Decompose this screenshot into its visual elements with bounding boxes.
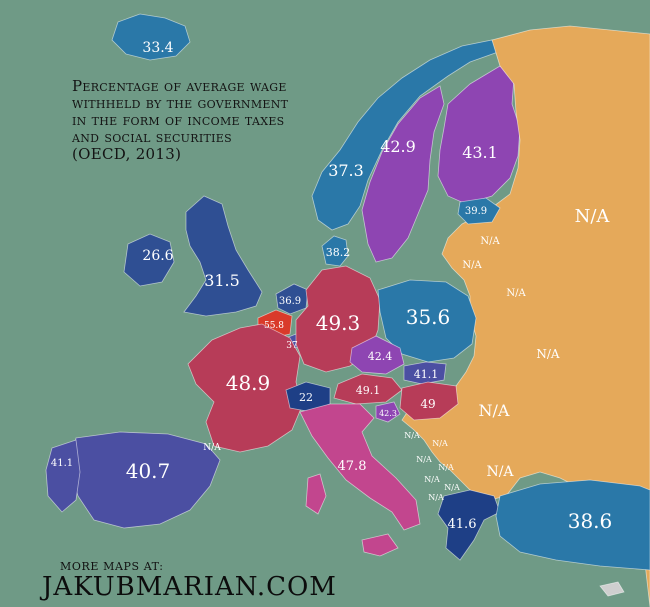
country-france [187, 323, 303, 453]
label-spain: 40.7 [126, 459, 171, 483]
label-kosovo-na: N/A [438, 463, 454, 472]
label-norway: 37.3 [328, 161, 364, 180]
footer-more-maps: MORE MAPS AT: [60, 560, 164, 573]
label-switzerland: 22 [299, 391, 313, 404]
country-greece [437, 489, 501, 561]
label-ukraine-na: N/A [536, 347, 560, 361]
map-title: Percentage of average wage withheld by t… [72, 77, 289, 163]
label-italy: 47.8 [338, 459, 367, 474]
country-estonia [457, 197, 501, 225]
label-bosnia-na: N/A [416, 455, 432, 464]
label-andorra-na: N/A [203, 443, 221, 453]
label-hungary: 49 [420, 397, 435, 411]
label-romania-na: N/A [479, 401, 510, 420]
label-slovakia: 41.1 [414, 368, 439, 381]
label-ireland: 26.6 [142, 248, 173, 264]
value-labels: 33.4 42.9 43.1 37.3 39.9 N/A 38.2 26.6 3… [51, 40, 612, 533]
label-albania-na: N/A [428, 493, 444, 502]
label-montenegro-na: N/A [424, 475, 440, 484]
country-ireland [123, 233, 175, 287]
country-portugal [45, 439, 81, 513]
country-slovakia [403, 361, 447, 385]
label-germany: 49.3 [316, 311, 361, 335]
country-cyprus [599, 581, 625, 597]
country-sweden [361, 85, 445, 263]
label-uk: 31.5 [204, 271, 240, 290]
label-czechia: 42.4 [368, 350, 393, 363]
label-belgium: 55.8 [264, 321, 284, 331]
country-denmark [321, 235, 349, 267]
country-poland [377, 279, 477, 363]
label-latvia-na: N/A [480, 236, 500, 247]
label-croatia-na: N/A [404, 431, 420, 440]
label-luxembourg: 37 [286, 341, 298, 351]
island-sicily [361, 533, 399, 557]
label-austria: 49.1 [356, 384, 381, 397]
country-turkey [495, 479, 650, 571]
country-hungary [399, 381, 459, 421]
label-turkey: 38.6 [568, 509, 613, 533]
label-slovenia: 42.3 [379, 409, 397, 418]
label-greece: 41.6 [448, 517, 477, 532]
country-czechia [349, 335, 405, 375]
label-serbia-na: N/A [432, 439, 448, 448]
footer-website: JAKUBMARIAN.COM [42, 572, 337, 602]
label-netherlands: 36.9 [279, 296, 301, 307]
label-russia: N/A [575, 206, 611, 227]
label-macedonia-na: N/A [444, 483, 460, 492]
country-spain [69, 431, 221, 529]
label-finland: 43.1 [462, 143, 498, 162]
country-iceland [111, 13, 191, 61]
country-slovenia [375, 401, 401, 423]
label-denmark: 38.2 [326, 246, 351, 259]
label-portugal: 41.1 [51, 458, 73, 469]
island-sardinia [305, 473, 327, 515]
country-austria [333, 373, 403, 405]
label-france: 48.9 [226, 371, 271, 395]
country-uk [183, 195, 263, 317]
label-estonia: 39.9 [465, 206, 487, 217]
label-lithuania-na: N/A [462, 260, 482, 271]
label-bulgaria-na: N/A [486, 464, 514, 480]
label-poland: 35.6 [406, 305, 451, 329]
label-belarus-na: N/A [506, 288, 526, 299]
label-sweden: 42.9 [380, 137, 416, 156]
country-italy [299, 403, 421, 531]
label-iceland: 33.4 [142, 40, 173, 56]
